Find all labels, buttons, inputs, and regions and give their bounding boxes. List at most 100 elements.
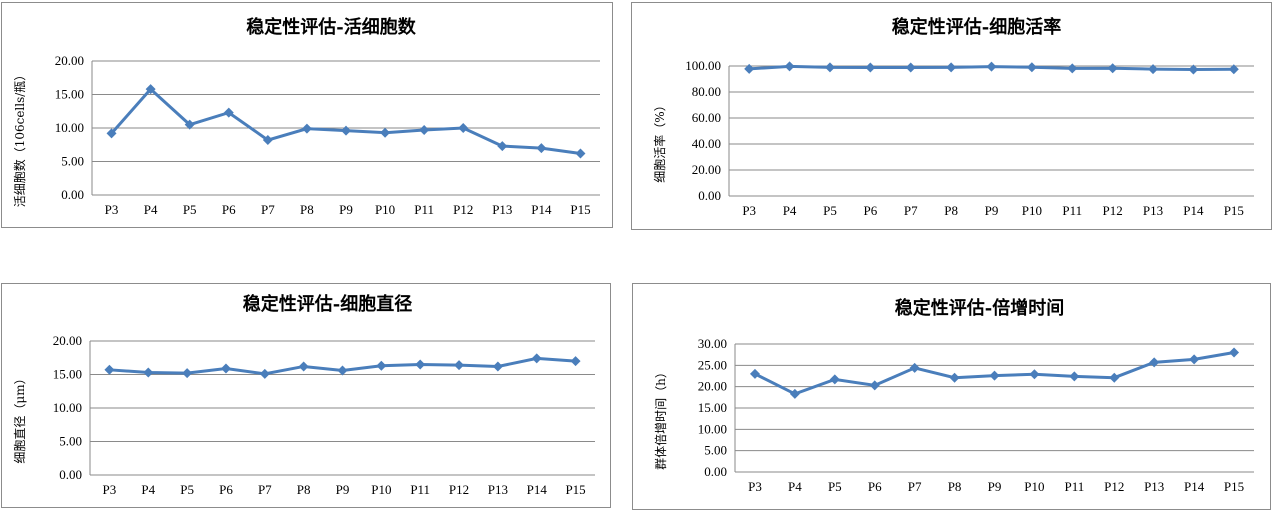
data-point xyxy=(104,364,115,375)
y-axis-title: 细胞直径（μm） xyxy=(13,372,27,463)
x-tick-label: P6 xyxy=(222,202,236,217)
x-tick-label: P12 xyxy=(449,482,469,497)
data-point xyxy=(1026,62,1037,73)
data-point xyxy=(458,123,469,133)
x-tick-label: P14 xyxy=(527,482,548,497)
x-tick-label: P5 xyxy=(828,479,842,494)
x-tick-label: P10 xyxy=(1024,479,1044,494)
y-tick-label: 25.00 xyxy=(698,357,727,372)
x-tick-label: P9 xyxy=(339,202,353,217)
y-axis-title: 细胞活率（%） xyxy=(652,99,667,182)
x-tick-label: P12 xyxy=(1103,203,1123,218)
data-point xyxy=(301,123,312,134)
data-point xyxy=(1228,64,1239,75)
series-line xyxy=(110,87,581,155)
x-tick-label: P15 xyxy=(1224,203,1244,218)
x-tick-label: P7 xyxy=(258,482,272,497)
data-point xyxy=(380,127,391,138)
y-tick-label: 10.00 xyxy=(55,120,84,135)
data-point xyxy=(1229,347,1240,358)
y-tick-label: 80.00 xyxy=(692,84,721,99)
x-tick-label: P11 xyxy=(1064,479,1084,494)
x-tick-label: P10 xyxy=(1022,203,1042,218)
x-tick-label: P5 xyxy=(183,202,197,217)
x-tick-label: P8 xyxy=(944,203,958,218)
x-tick-label: P9 xyxy=(988,479,1002,494)
data-point xyxy=(419,125,430,136)
y-tick-label: 0.00 xyxy=(61,187,84,202)
y-axis-title: 活细胞数（106cells/瓶） xyxy=(12,69,27,208)
x-tick-label: P8 xyxy=(297,482,311,497)
y-tick-label: 60.00 xyxy=(692,110,721,125)
data-point xyxy=(145,84,156,95)
x-tick-label: P12 xyxy=(1104,479,1124,494)
data-point xyxy=(824,62,835,73)
chart-title: 稳定性评估-细胞直径 xyxy=(243,293,412,315)
x-tick-label: P11 xyxy=(1062,203,1082,218)
x-tick-label: P14 xyxy=(1184,479,1205,494)
chart-title: 稳定性评估-倍增时间 xyxy=(895,297,1064,319)
chart-svg: 稳定性评估-细胞直径 0.00 5.00 10.00 15.00 20.00 P3 P4 P5 P… xyxy=(13,293,595,497)
data-point xyxy=(865,62,876,73)
data-point xyxy=(341,125,351,136)
y-tick-label: 10.00 xyxy=(53,400,82,415)
x-tick-label: P13 xyxy=(488,482,508,497)
data-point xyxy=(1149,357,1160,368)
y-tick-label: 20.00 xyxy=(692,162,721,177)
data-point xyxy=(1109,372,1120,383)
x-tick-label: P15 xyxy=(565,482,585,497)
chart-title: 稳定性评估-细胞活率 xyxy=(892,16,1061,38)
data-point xyxy=(909,362,920,373)
x-tick-label: P10 xyxy=(375,202,395,217)
y-tick-label: 15.00 xyxy=(698,400,727,415)
x-tick-label: P4 xyxy=(788,479,802,494)
y-tick-label: 0.00 xyxy=(59,467,82,482)
chart-doubling-time: 稳定性评估-倍增时间 0.00 5.00 10.00 15.00 20.00 25.00 30… xyxy=(632,283,1271,510)
data-point xyxy=(829,374,840,385)
y-tick-label: 5.00 xyxy=(704,443,727,458)
data-point xyxy=(223,107,234,118)
data-point xyxy=(454,360,465,371)
data-point xyxy=(869,380,880,391)
x-tick-label: P13 xyxy=(492,202,512,217)
y-tick-label: 5.00 xyxy=(61,154,84,169)
chart-cell-diameter: 稳定性评估-细胞直径 0.00 5.00 10.00 15.00 20.00 P3 P4 P5 P… xyxy=(1,283,611,508)
data-point xyxy=(262,135,273,146)
y-tick-label: 0.00 xyxy=(698,188,721,203)
data-point xyxy=(415,359,426,370)
data-point xyxy=(1029,369,1040,380)
x-tick-label: P5 xyxy=(823,203,837,218)
x-tick-label: P11 xyxy=(414,202,434,217)
data-point xyxy=(1189,354,1200,365)
y-tick-label: 40.00 xyxy=(692,136,721,151)
data-point xyxy=(531,353,542,364)
data-point xyxy=(337,365,348,376)
x-tick-label: P9 xyxy=(985,203,999,218)
x-tick-label: P8 xyxy=(300,202,314,217)
y-tick-label: 20.00 xyxy=(698,379,727,394)
x-tick-label: P9 xyxy=(336,482,350,497)
x-tick-label: P3 xyxy=(742,203,756,218)
x-tick-label: P7 xyxy=(908,479,922,494)
chart-svg: 稳定性评估-活细胞数 0.00 5.00 10.00 15.00 20.00 P3 P4 P5 P… xyxy=(12,16,600,217)
x-tick-label: P3 xyxy=(748,479,762,494)
x-tick-label: P6 xyxy=(863,203,877,218)
data-point xyxy=(536,143,547,154)
chart-svg: 稳定性评估-倍增时间 0.00 5.00 10.00 15.00 20.00 25.00 30… xyxy=(653,297,1254,494)
y-axis-title: 群体倍增时间（h） xyxy=(653,366,668,470)
data-point xyxy=(905,62,916,73)
x-tick-label: P10 xyxy=(371,482,391,497)
x-tick-label: P7 xyxy=(904,203,918,218)
x-tick-label: P5 xyxy=(180,482,194,497)
data-point xyxy=(1067,63,1078,74)
data-point xyxy=(946,62,957,73)
data-point xyxy=(749,368,760,379)
y-tick-label: 15.00 xyxy=(55,87,84,102)
x-tick-label: P3 xyxy=(103,482,117,497)
data-point xyxy=(784,61,795,72)
y-tick-label: 15.00 xyxy=(53,367,82,382)
chart-title: 稳定性评估-活细胞数 xyxy=(246,16,416,38)
data-point xyxy=(1107,63,1118,74)
chart-cell-viability: 稳定性评估-细胞活率 0.00 20.00 40.00 60.00 80.00 100.00… xyxy=(631,2,1272,230)
chart-viable-cell-count: 稳定性评估-活细胞数 0.00 5.00 10.00 15.00 20.00 P3 P4 P5 P… xyxy=(1,2,613,228)
